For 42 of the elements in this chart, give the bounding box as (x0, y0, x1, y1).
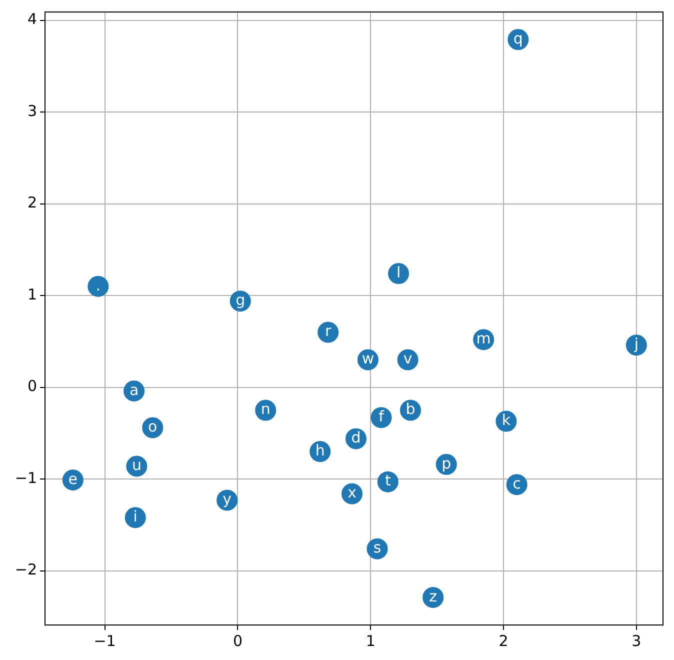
data-label: k (502, 411, 511, 430)
y-tick-label: 0 (27, 377, 37, 396)
data-label: q (513, 29, 523, 48)
data-label: p (442, 454, 452, 472)
data-label: t (384, 472, 391, 490)
data-label: j (633, 335, 639, 354)
data-label: i (133, 508, 138, 526)
data-label: e (68, 470, 78, 488)
y-tick-label: 4 (27, 10, 37, 28)
data-label: x (348, 484, 357, 502)
data-label: f (378, 408, 385, 426)
data-label: v (403, 350, 412, 368)
y-tick-label: −1 (14, 468, 37, 487)
y-tick-label: 1 (27, 285, 37, 304)
data-label: r (325, 322, 332, 340)
data-label: z (429, 587, 438, 606)
y-tick-label: −2 (14, 560, 37, 579)
data-label: m (476, 329, 491, 348)
data-label: u (132, 456, 142, 474)
data-label: h (315, 441, 325, 460)
x-tick-label: 2 (498, 632, 508, 650)
data-label: w (362, 350, 374, 368)
point (88, 276, 109, 297)
data-label: g (236, 290, 246, 309)
point (124, 507, 146, 528)
data-label: o (148, 418, 158, 436)
data-label: y (222, 490, 232, 508)
data-label: d (351, 428, 361, 447)
y-tick-label: 3 (27, 102, 37, 120)
data-label: c (512, 474, 521, 492)
point (388, 263, 410, 284)
y-tick-label: 2 (27, 194, 37, 212)
data-label: n (260, 400, 270, 418)
data-label: b (406, 400, 416, 418)
data-label: a (129, 380, 139, 399)
x-tick-label: 1 (366, 632, 376, 650)
x-tick-label: 0 (232, 632, 242, 650)
x-tick-label: 3 (632, 632, 642, 650)
data-label: s (373, 538, 382, 557)
data-label: . (96, 276, 101, 294)
x-tick-label: −1 (94, 632, 116, 650)
data-label: l (396, 263, 401, 282)
